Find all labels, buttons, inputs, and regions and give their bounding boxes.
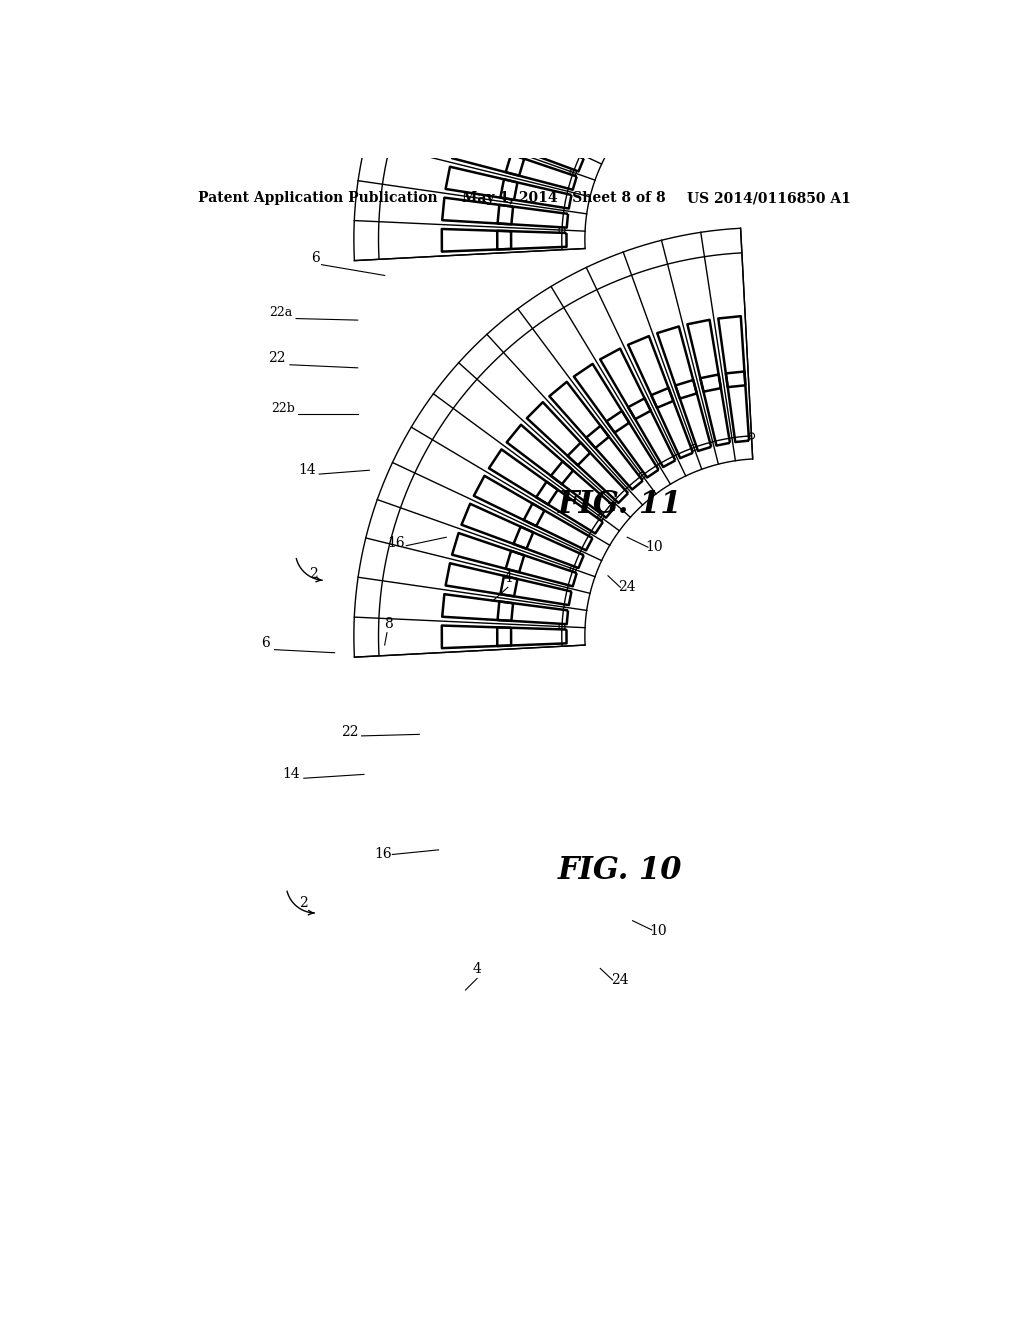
Text: 4: 4 <box>504 572 512 585</box>
Text: May 1, 2014   Sheet 8 of 8: May 1, 2014 Sheet 8 of 8 <box>462 191 666 206</box>
Text: 2: 2 <box>309 568 318 581</box>
Text: 6: 6 <box>261 636 269 651</box>
Text: US 2014/0116850 A1: US 2014/0116850 A1 <box>687 191 851 206</box>
Text: FIG. 10: FIG. 10 <box>557 855 682 886</box>
Text: Patent Application Publication: Patent Application Publication <box>199 191 438 206</box>
Text: 22b: 22b <box>271 403 295 416</box>
Text: 10: 10 <box>649 924 667 937</box>
Text: 22: 22 <box>268 351 286 366</box>
Text: 6: 6 <box>311 251 319 265</box>
Text: 14: 14 <box>282 767 300 781</box>
Text: 10: 10 <box>645 540 663 554</box>
Text: 24: 24 <box>610 973 629 987</box>
Text: FIG. 11: FIG. 11 <box>557 490 682 520</box>
Text: 2: 2 <box>299 896 308 909</box>
Text: 22a: 22a <box>269 306 292 319</box>
Text: 8: 8 <box>384 618 393 631</box>
Text: 22: 22 <box>341 725 358 739</box>
Text: 14: 14 <box>299 463 316 477</box>
Text: 16: 16 <box>375 846 392 861</box>
Text: 24: 24 <box>618 581 636 594</box>
Text: 16: 16 <box>387 536 406 550</box>
Text: 4: 4 <box>473 962 481 975</box>
